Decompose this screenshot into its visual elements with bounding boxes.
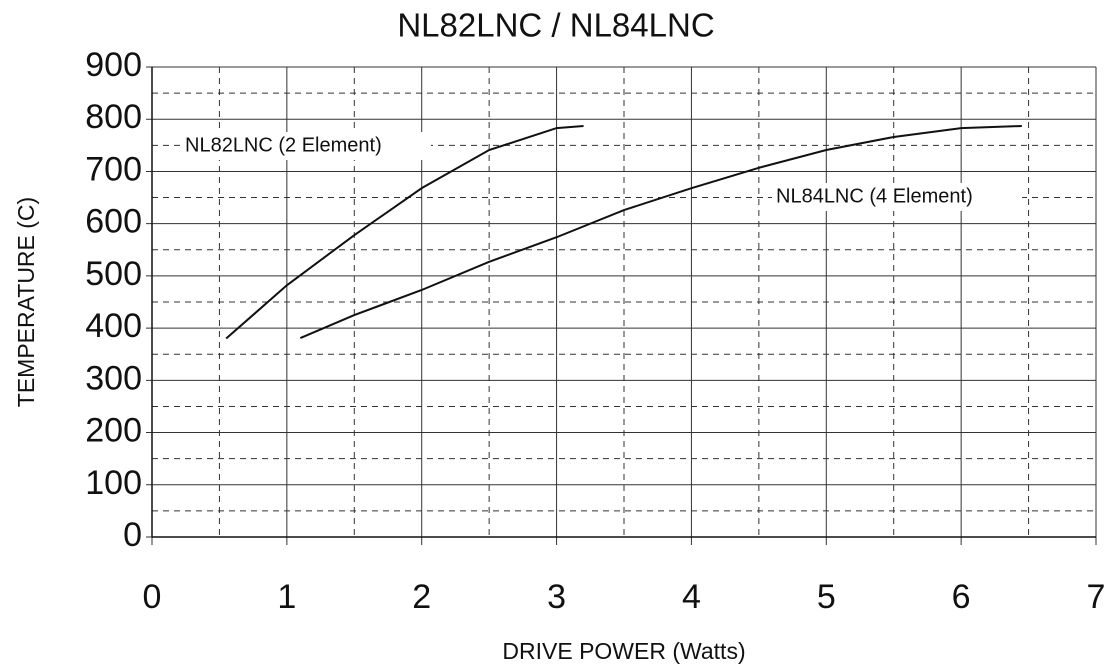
y-tick-label: 200 (85, 412, 142, 450)
y-tick-label: 0 (123, 516, 142, 554)
y-tick-label: 400 (85, 307, 142, 345)
label-background (181, 132, 431, 160)
x-tick-label: 2 (412, 578, 431, 616)
y-axis-label: TEMPERATURE (C) (13, 197, 39, 407)
x-tick-label: 1 (277, 578, 296, 616)
x-tick-label: 4 (682, 578, 701, 616)
y-tick-label: 500 (85, 255, 142, 293)
series-line (225, 125, 584, 340)
y-tick-label: 600 (85, 203, 142, 241)
x-tick-label: 5 (817, 578, 836, 616)
y-tick-label: 700 (85, 150, 142, 188)
chart-title: NL82LNC / NL84LNC (397, 7, 714, 44)
x-tick-label: 3 (547, 578, 566, 616)
label-background (772, 183, 1022, 211)
y-tick-label: 100 (85, 464, 142, 502)
series-label: NL84LNC (4 Element) (776, 185, 973, 207)
x-axis-label: DRIVE POWER (Watts) (502, 638, 745, 664)
series-line (299, 125, 1022, 339)
y-tick-label: 300 (85, 359, 142, 397)
x-tick-label: 0 (143, 578, 162, 616)
y-tick-label: 900 (85, 46, 142, 84)
x-tick-label: 6 (952, 578, 971, 616)
x-tick-label: 7 (1087, 578, 1106, 616)
series-label: NL82LNC (2 Element) (185, 134, 382, 156)
y-tick-label: 800 (85, 98, 142, 136)
